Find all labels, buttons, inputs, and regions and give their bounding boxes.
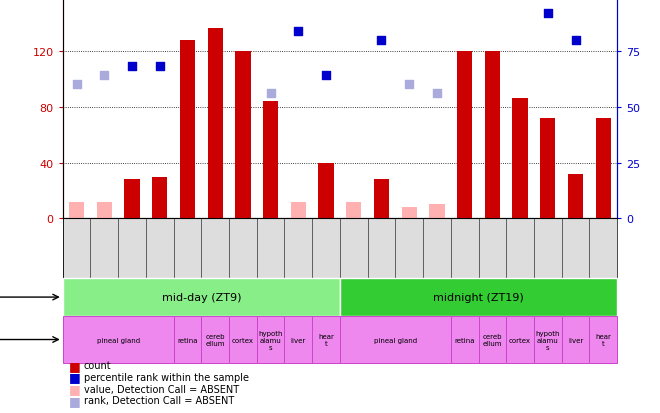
Text: retina: retina: [177, 337, 198, 343]
Bar: [263, 102, 279, 219]
Bar: [484, 52, 500, 219]
Bar: [63, 316, 174, 363]
Text: liver: liver: [568, 337, 583, 343]
Text: cortex: cortex: [509, 337, 531, 343]
Text: count: count: [84, 361, 112, 370]
Bar: [290, 202, 306, 219]
Point: [99, 73, 110, 79]
Point: [432, 91, 442, 97]
Text: pineal gland: pineal gland: [96, 337, 140, 343]
Bar: [152, 177, 168, 219]
Text: percentile rank within the sample: percentile rank within the sample: [84, 372, 249, 382]
Point: [543, 10, 553, 17]
Text: hear
t: hear t: [595, 333, 611, 346]
Point: [321, 73, 331, 79]
Point: [265, 91, 276, 97]
Point: [71, 82, 82, 88]
Bar: [506, 316, 534, 363]
Text: hear
t: hear t: [318, 333, 334, 346]
Text: retina: retina: [454, 337, 475, 343]
Bar: [96, 202, 112, 219]
Bar: [318, 163, 334, 219]
Bar: [340, 316, 451, 363]
Point: [376, 37, 387, 44]
Text: cereb
ellum: cereb ellum: [205, 333, 225, 346]
Bar: [540, 119, 556, 219]
Text: ■: ■: [69, 359, 81, 372]
Text: liver: liver: [290, 337, 306, 343]
Point: [570, 37, 581, 44]
Bar: [69, 202, 84, 219]
Bar: [451, 316, 478, 363]
Bar: [374, 180, 389, 219]
Bar: [201, 316, 229, 363]
Bar: [595, 119, 611, 219]
Bar: [401, 208, 417, 219]
Bar: [589, 316, 617, 363]
Bar: [124, 180, 140, 219]
Bar: [568, 174, 583, 219]
Point: [154, 64, 165, 71]
Bar: [284, 316, 312, 363]
Bar: [340, 279, 617, 316]
Bar: [346, 202, 362, 219]
Text: value, Detection Call = ABSENT: value, Detection Call = ABSENT: [84, 384, 239, 394]
Bar: [478, 316, 506, 363]
Text: mid-day (ZT9): mid-day (ZT9): [162, 292, 241, 302]
Text: pineal gland: pineal gland: [374, 337, 417, 343]
Text: ■: ■: [69, 382, 81, 395]
Bar: [562, 316, 589, 363]
Bar: [429, 205, 445, 219]
Bar: [457, 52, 473, 219]
Bar: [174, 316, 201, 363]
Text: hypoth
alamu
s: hypoth alamu s: [535, 330, 560, 350]
Text: midnight (ZT19): midnight (ZT19): [433, 292, 524, 302]
Text: cortex: cortex: [232, 337, 254, 343]
Text: cereb
ellum: cereb ellum: [482, 333, 502, 346]
Text: ■: ■: [69, 370, 81, 384]
Bar: [512, 99, 528, 219]
Bar: [235, 52, 251, 219]
Bar: [257, 316, 284, 363]
Bar: [63, 279, 340, 316]
Point: [127, 64, 137, 71]
Point: [404, 82, 414, 88]
Point: [293, 28, 304, 35]
Bar: [180, 40, 195, 219]
Bar: [229, 316, 257, 363]
Bar: [534, 316, 562, 363]
Text: hypoth
alamu
s: hypoth alamu s: [258, 330, 283, 350]
Text: rank, Detection Call = ABSENT: rank, Detection Call = ABSENT: [84, 395, 234, 405]
Bar: [207, 29, 223, 219]
Text: ■: ■: [69, 394, 81, 407]
Bar: [312, 316, 340, 363]
